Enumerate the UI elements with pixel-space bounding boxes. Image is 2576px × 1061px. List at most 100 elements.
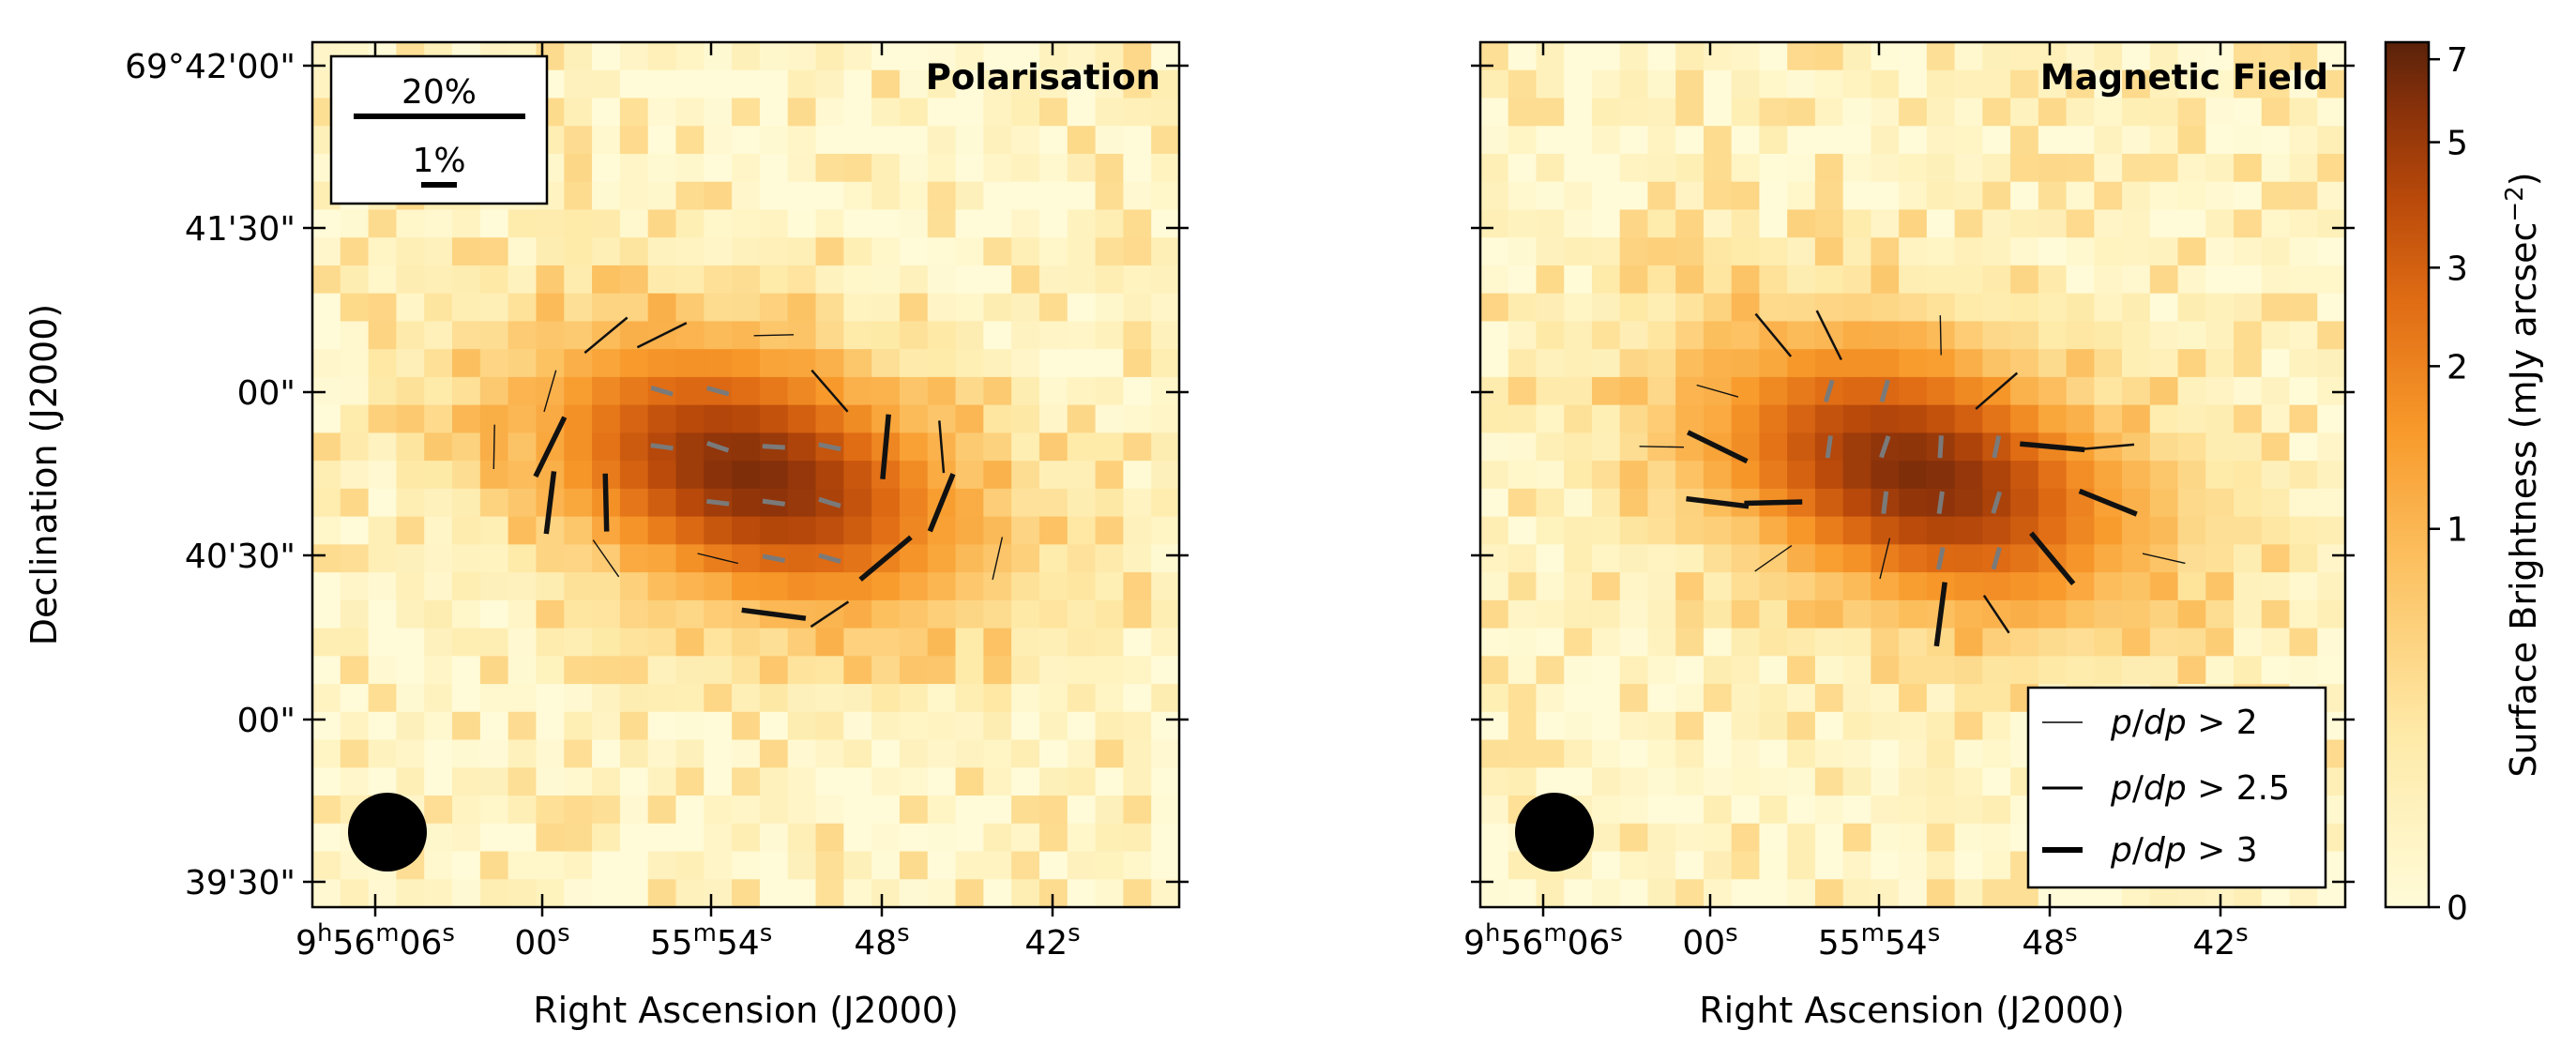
map-pixel [564,572,593,601]
map-pixel [592,628,621,657]
map-pixel [508,516,538,545]
map-pixel [2177,461,2206,490]
map-pixel [1731,126,1761,155]
map-pixel [340,321,370,350]
map-pixel [619,349,649,378]
map-pixel [1703,461,1733,490]
map-pixel [424,684,453,713]
map-pixel [1067,42,1097,71]
map-pixel [2317,181,2346,211]
map-pixel [1038,599,1068,629]
map-pixel [1675,376,1705,406]
magnetic-field-vector [1935,547,1946,570]
map-pixel [1067,823,1097,853]
map-pixel [536,599,565,629]
map-pixel [787,432,817,462]
map-pixel [1536,209,1565,238]
map-pixel [732,98,761,127]
map-pixel [647,293,677,323]
map-pixel [732,461,761,490]
map-pixel [843,42,872,71]
map-pixel [815,126,844,155]
map-pixel [1123,767,1152,796]
map-pixel [787,656,817,685]
polarisation-y-tick-label: 00" [237,702,295,740]
map-pixel [1011,432,1040,462]
map-pixel [2205,69,2235,99]
map-pixel [1787,599,1816,629]
map-pixel [1619,796,1649,825]
map-pixel [955,209,984,238]
polarisation-vector [705,441,730,453]
map-pixel [564,516,593,545]
map-pixel [1011,879,1040,908]
map-pixel [1926,293,1956,323]
map-pixel [1814,711,1844,741]
map-pixel [368,293,398,323]
map-pixel [1814,516,1844,545]
map-pixel [2177,628,2206,657]
map-pixel [2234,349,2263,378]
map-pixel [1647,209,1676,238]
map-pixel [899,98,929,127]
map-pixel [1536,461,1565,490]
map-pixel [619,599,649,629]
map-pixel [1675,265,1705,295]
map-pixel [1480,488,1509,518]
map-pixel [983,516,1012,545]
map-pixel [2038,599,2068,629]
map-pixel [1982,767,2011,796]
map-pixel [1619,879,1649,908]
map-pixel [396,237,425,266]
map-pixel [452,432,481,462]
map-pixel [704,153,733,183]
map-pixel [2149,209,2179,238]
map-pixel [871,181,901,211]
map-pixel [1954,572,1983,601]
map-pixel [871,739,901,768]
map-pixel [1564,42,1593,71]
map-pixel [675,153,705,183]
map-pixel [424,572,453,601]
map-pixel [1564,265,1593,295]
map-pixel [1536,42,1565,71]
map-pixel [1123,209,1152,238]
polarisation-y-tick-label: 40'30" [185,538,295,576]
map-pixel [927,126,957,155]
map-pixel [368,209,398,238]
map-pixel [1759,376,1788,406]
map-pixel [704,516,733,545]
map-pixel [899,126,929,155]
map-pixel [1480,153,1509,183]
magnetic-field-vector [1982,595,2010,634]
map-pixel [1619,69,1649,99]
map-pixel [843,796,872,825]
map-pixel [759,767,789,796]
map-pixel [1151,349,1180,378]
map-pixel [619,461,649,490]
map-pixel [704,181,733,211]
map-pixel [1871,265,1900,295]
map-pixel [704,711,733,741]
map-pixel [2289,572,2318,601]
map-pixel [340,293,370,323]
map-pixel [1619,321,1649,350]
map-pixel [1759,126,1788,155]
colorbar-label: Surface Brightness (mJy arcsec−2) [2501,172,2544,777]
map-pixel [1759,684,1788,713]
map-pixel [1842,684,1871,713]
map-pixel [1095,488,1124,518]
map-pixel [983,599,1012,629]
map-pixel [1067,404,1097,433]
map-pixel [1591,98,1621,127]
map-pixel [479,851,509,880]
map-pixel [1564,153,1593,183]
map-pixel [1123,293,1152,323]
map-pixel [899,376,929,406]
map-pixel [2038,488,2068,518]
polarisation-xlabel: Right Ascension (J2000) [533,990,959,1031]
map-pixel [312,321,341,350]
map-pixel [1842,153,1871,183]
map-pixel [1982,349,2011,378]
